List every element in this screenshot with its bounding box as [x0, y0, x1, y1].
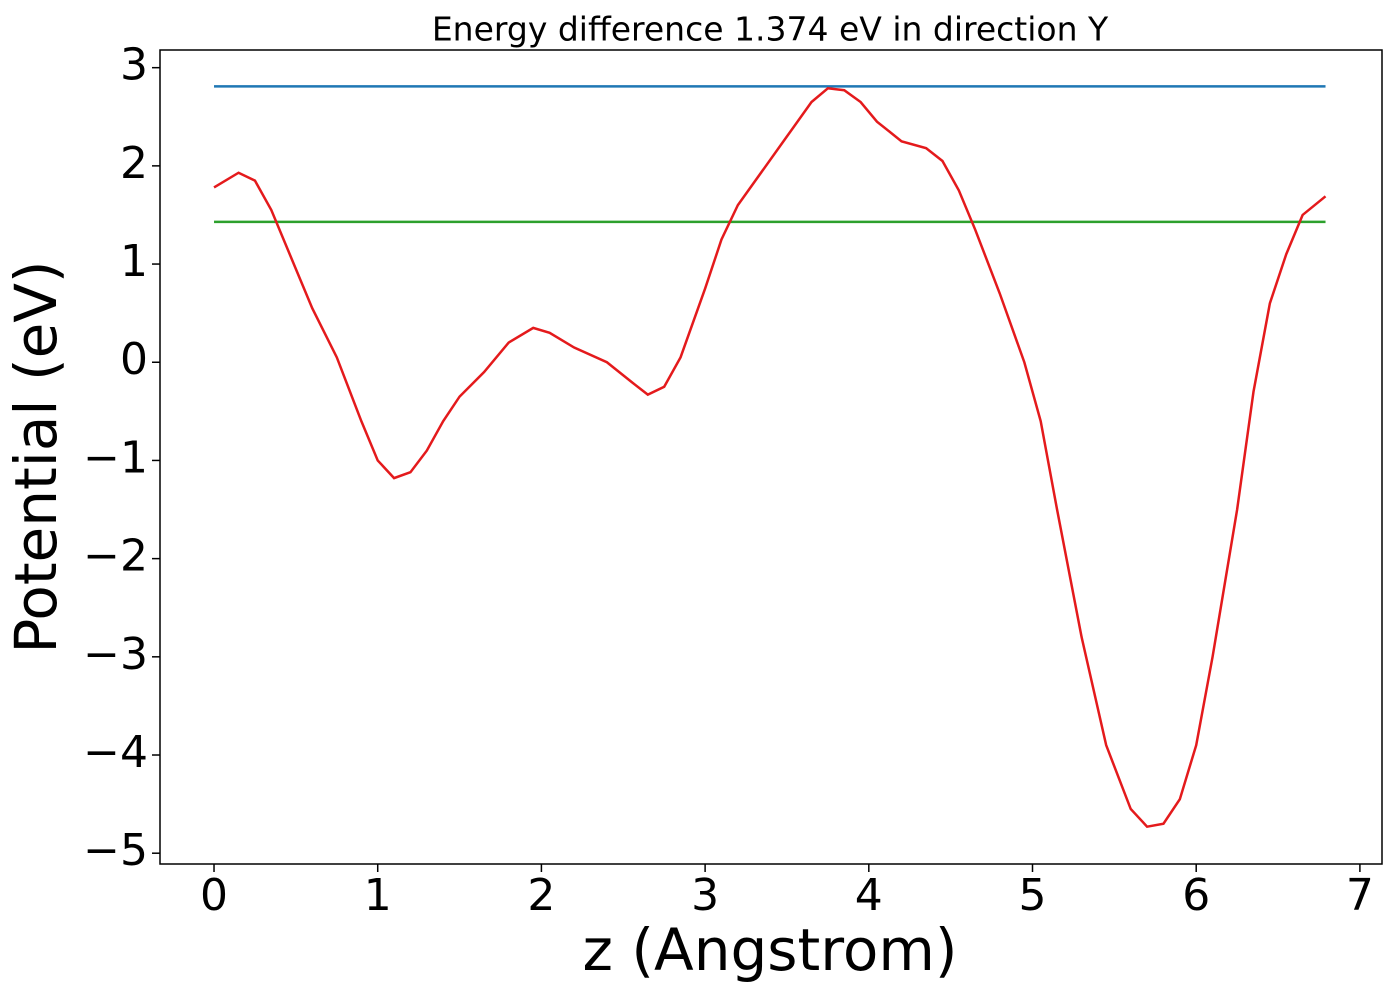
y-tick-label: −4 — [83, 727, 148, 778]
plot-frame — [159, 49, 1383, 865]
y-tick-label: 1 — [120, 236, 148, 287]
y-tick-label: −1 — [83, 432, 148, 483]
y-tick-label: −2 — [83, 531, 148, 582]
x-tick-label: 7 — [1346, 870, 1374, 921]
y-axis-label: Potential (eV) — [2, 260, 70, 653]
y-tick-label: −5 — [83, 825, 148, 876]
x-axis-label: z (Angstrom) — [583, 916, 958, 984]
x-tick-label: 0 — [200, 870, 228, 921]
y-tick-label: 2 — [120, 138, 148, 189]
y-tick-label: −3 — [83, 629, 148, 680]
x-tick-label: 1 — [364, 870, 392, 921]
x-tick-label: 5 — [1019, 870, 1047, 921]
y-tick-label: 3 — [120, 40, 148, 91]
x-tick-label: 6 — [1182, 870, 1210, 921]
x-tick-label: 4 — [855, 870, 883, 921]
chart-title: Energy difference 1.374 eV in direction … — [432, 10, 1109, 49]
x-tick-label: 3 — [691, 870, 719, 921]
series-line — [213, 86, 1327, 829]
x-tick-label: 2 — [527, 870, 555, 921]
y-tick-label: 0 — [120, 334, 148, 385]
